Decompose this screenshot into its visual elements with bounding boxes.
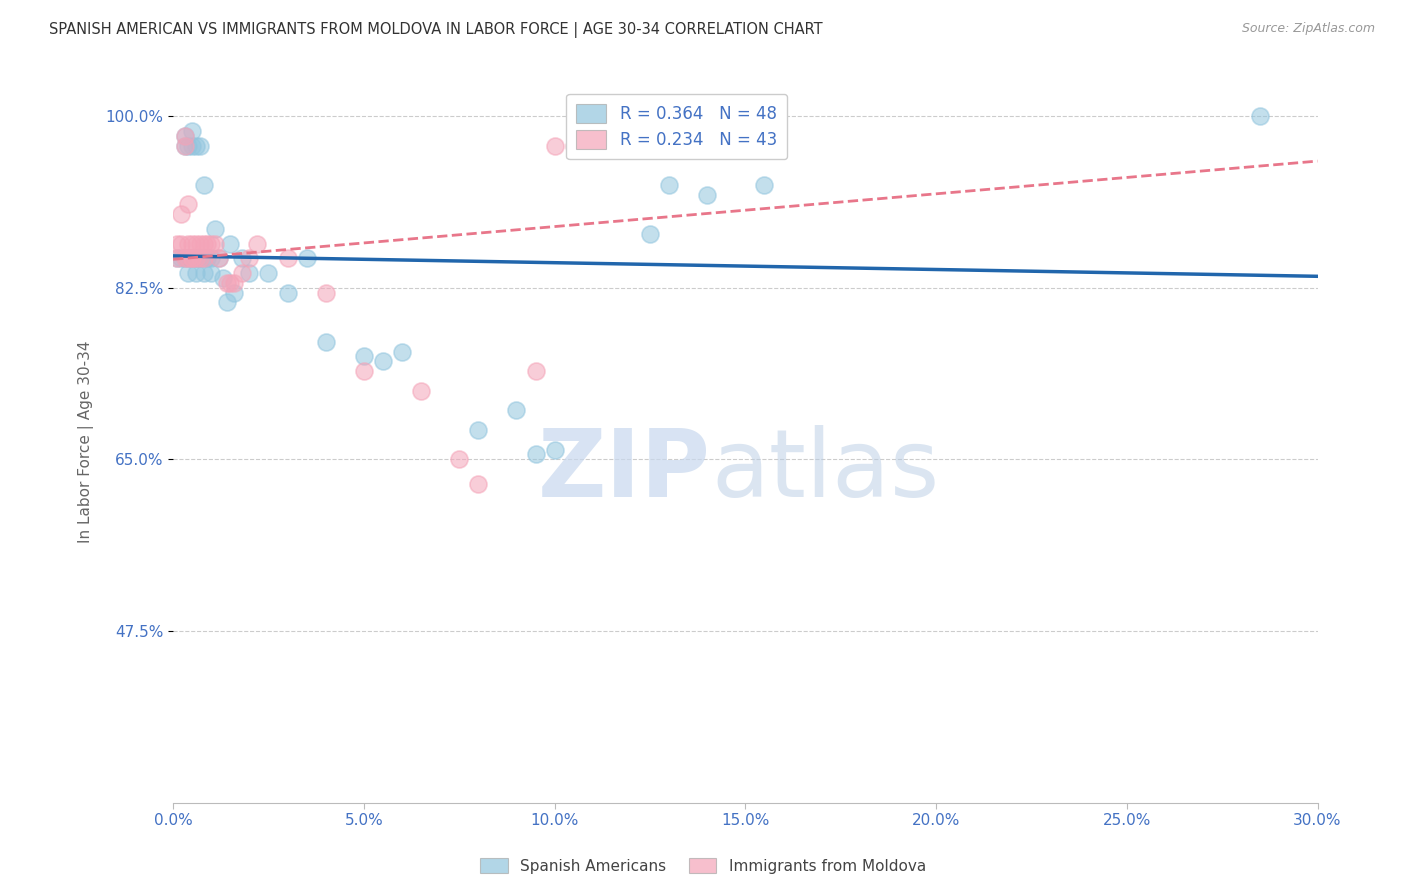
Point <box>188 252 211 266</box>
Point <box>173 252 195 266</box>
Point <box>219 236 242 251</box>
Point <box>353 364 375 378</box>
Point <box>600 124 623 138</box>
Point <box>193 178 215 192</box>
Point <box>181 252 204 266</box>
Point <box>177 252 200 266</box>
Point <box>277 252 299 266</box>
Point <box>215 295 238 310</box>
Point <box>582 134 605 148</box>
Point <box>177 252 200 266</box>
Point <box>166 236 188 251</box>
Point <box>184 252 207 266</box>
Point <box>224 285 246 300</box>
Point <box>173 128 195 143</box>
Text: atlas: atlas <box>711 425 939 517</box>
Point <box>193 252 215 266</box>
Point <box>197 252 219 266</box>
Point <box>1249 109 1271 123</box>
Point <box>219 276 242 290</box>
Point <box>173 252 195 266</box>
Point <box>184 266 207 280</box>
Point <box>204 222 226 236</box>
Point <box>170 252 193 266</box>
Point <box>181 138 204 153</box>
Point <box>620 128 643 143</box>
Point <box>696 187 718 202</box>
Point <box>208 252 231 266</box>
Point <box>277 285 299 300</box>
Point <box>208 252 231 266</box>
Text: ZIP: ZIP <box>538 425 711 517</box>
Point <box>173 138 195 153</box>
Point <box>184 236 207 251</box>
Point <box>315 285 337 300</box>
Point <box>295 252 318 266</box>
Point <box>200 236 222 251</box>
Text: Source: ZipAtlas.com: Source: ZipAtlas.com <box>1241 22 1375 36</box>
Point <box>409 384 432 398</box>
Point <box>188 138 211 153</box>
Point <box>173 128 195 143</box>
Point <box>193 252 215 266</box>
Point <box>177 197 200 211</box>
Point <box>204 236 226 251</box>
Point <box>754 178 776 192</box>
Point <box>524 364 547 378</box>
Point <box>177 138 200 153</box>
Point <box>173 138 195 153</box>
Point <box>467 423 489 437</box>
Point <box>166 252 188 266</box>
Point <box>391 344 413 359</box>
Legend: R = 0.364   N = 48, R = 0.234   N = 43: R = 0.364 N = 48, R = 0.234 N = 43 <box>567 94 787 159</box>
Point <box>467 476 489 491</box>
Point <box>246 236 269 251</box>
Point <box>231 252 253 266</box>
Point <box>188 252 211 266</box>
Point <box>170 236 193 251</box>
Point <box>184 138 207 153</box>
Point <box>193 266 215 280</box>
Point <box>543 442 565 457</box>
Point <box>200 252 222 266</box>
Point <box>197 236 219 251</box>
Point <box>315 334 337 349</box>
Text: SPANISH AMERICAN VS IMMIGRANTS FROM MOLDOVA IN LABOR FORCE | AGE 30-34 CORRELATI: SPANISH AMERICAN VS IMMIGRANTS FROM MOLD… <box>49 22 823 38</box>
Point <box>188 252 211 266</box>
Legend: Spanish Americans, Immigrants from Moldova: Spanish Americans, Immigrants from Moldo… <box>474 852 932 880</box>
Point <box>449 452 471 467</box>
Point <box>200 266 222 280</box>
Point <box>238 266 260 280</box>
Point <box>562 138 585 153</box>
Point <box>371 354 394 368</box>
Point <box>638 119 661 133</box>
Point <box>215 276 238 290</box>
Point <box>181 124 204 138</box>
Point <box>177 236 200 251</box>
Point <box>224 276 246 290</box>
Point <box>188 236 211 251</box>
Point <box>184 252 207 266</box>
Point <box>170 207 193 221</box>
Point <box>177 266 200 280</box>
Point <box>181 252 204 266</box>
Point <box>658 124 681 138</box>
Point <box>193 236 215 251</box>
Point <box>505 403 527 417</box>
Point <box>181 236 204 251</box>
Point <box>238 252 260 266</box>
Point <box>543 138 565 153</box>
Point <box>166 252 188 266</box>
Point <box>658 178 681 192</box>
Point <box>638 227 661 241</box>
Point <box>524 447 547 461</box>
Y-axis label: In Labor Force | Age 30-34: In Labor Force | Age 30-34 <box>79 341 94 543</box>
Point <box>211 271 233 285</box>
Point <box>184 252 207 266</box>
Point <box>353 350 375 364</box>
Point <box>231 266 253 280</box>
Point <box>257 266 280 280</box>
Point <box>181 252 204 266</box>
